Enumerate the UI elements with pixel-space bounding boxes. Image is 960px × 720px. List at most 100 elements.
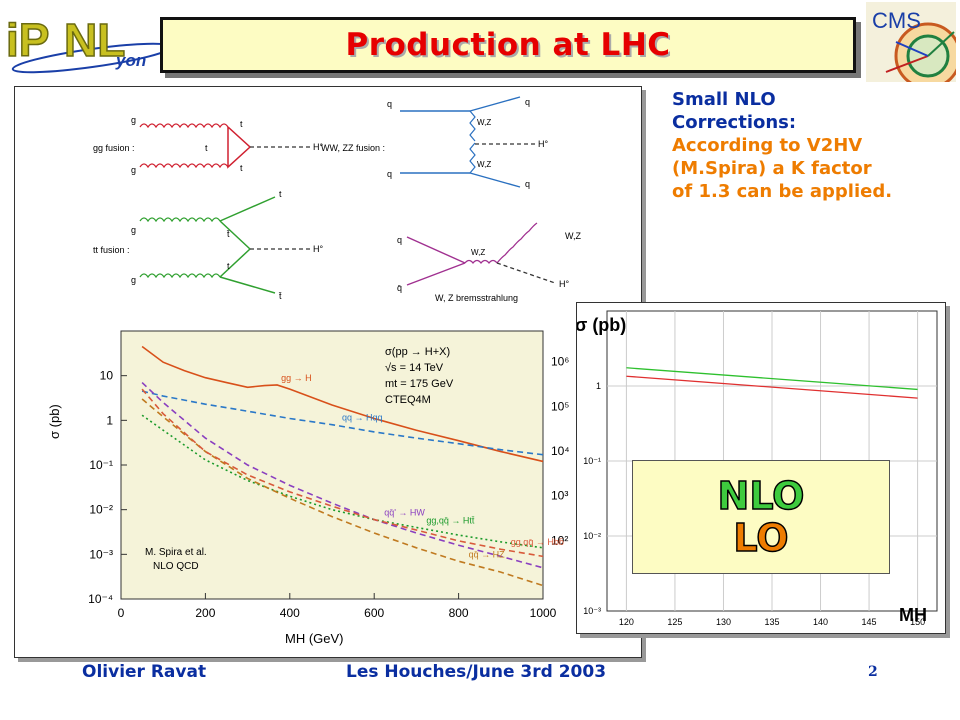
chart1-xlabel: MH (GeV): [285, 631, 344, 646]
series-line: [626, 367, 918, 391]
x-tick-label: 125: [667, 617, 682, 627]
nlo-correction-note: Small NLO Corrections: According to V2HV…: [672, 88, 942, 203]
nlo-lo-legend: NLO LO: [632, 460, 890, 574]
tt-t1: t: [279, 189, 282, 199]
ww-q3: q: [525, 97, 530, 107]
x-tick-label: 800: [449, 606, 469, 620]
series-line: [141, 345, 544, 463]
chart1-ann-author: M. Spira et al.: [145, 547, 207, 558]
gg-t3: t: [240, 163, 243, 173]
ww-q4: q: [525, 179, 530, 189]
y-tick-label: 10: [100, 369, 114, 383]
svg-text:yon: yon: [115, 51, 146, 70]
y2-tick-label: 10⁵: [551, 399, 569, 413]
gg-fusion-diagram: g g gg fusion : t t t H°: [93, 115, 323, 175]
chart2-title: σ (pb): [577, 315, 626, 335]
gg-label: gg fusion :: [93, 143, 135, 153]
y-tick-label: 10⁻⁴: [88, 592, 113, 606]
ww-h: H°: [538, 139, 548, 149]
br-label: W, Z bremsstrahlung: [435, 293, 518, 303]
note-line2: Corrections:: [672, 112, 797, 133]
cross-section-chart: 0 200 400 600 800 1000 10⁻⁴ 10⁻³ 10⁻² 10⁻¹ 1 10 10² 1…: [15, 313, 595, 657]
ww-wz1: W,Z: [477, 118, 491, 127]
tt-label: tt fusion :: [93, 245, 130, 255]
tt-fusion-diagram: g g tt fusion : t t̄ t t̄ H°: [93, 189, 323, 301]
note-line1: Small NLO: [672, 89, 776, 110]
series-line: [141, 388, 544, 558]
gg-h: H°: [313, 142, 323, 152]
note-body1: According to V2HV: [672, 135, 863, 156]
y-tick-label: 10⁻³: [89, 547, 113, 561]
br-h: H°: [559, 279, 569, 289]
gg-t2: t: [205, 143, 208, 153]
legend-nlo: NLO: [717, 474, 805, 518]
tt-tbar2: t̄: [278, 291, 282, 301]
title-box: Production at LHC: [160, 17, 856, 73]
tt-g1: g: [131, 225, 136, 235]
svg-text:NL: NL: [64, 14, 125, 66]
y2-tick-label: 10³: [551, 489, 568, 503]
series-label: gg,qq̄ → Hbb̄: [511, 537, 564, 547]
x-tick-label: 600: [364, 606, 384, 620]
br-q: q: [397, 235, 402, 245]
x-tick-label: 0: [118, 606, 125, 620]
footer-author: Olivier Ravat: [82, 662, 207, 682]
tt-t2: t: [227, 261, 230, 271]
br-wz2: W,Z: [565, 231, 581, 241]
series-line: [626, 375, 918, 399]
x-tick-label: 400: [280, 606, 300, 620]
x-tick-label: 140: [813, 617, 828, 627]
y-tick-label: 10⁻²: [583, 531, 601, 541]
note-body3: of 1.3 can be applied.: [672, 181, 893, 202]
series-line: [141, 382, 544, 569]
svg-text:CMS: CMS: [872, 8, 921, 33]
ww-label: WW, ZZ fusion :: [321, 143, 385, 153]
chart1-ann-energy: √s = 14 TeV: [385, 362, 444, 374]
x-tick-label: 145: [862, 617, 877, 627]
gg-g2: g: [131, 165, 136, 175]
y-tick-label: 10⁻³: [583, 606, 601, 616]
ww-wz2: W,Z: [477, 160, 491, 169]
chart1-ylabel: σ (pb): [47, 404, 62, 439]
series-label: qq → Hqq: [342, 413, 383, 423]
ww-q1: q: [387, 99, 392, 109]
series-line: [141, 414, 544, 549]
series-label: qq̄ → HZ: [469, 549, 506, 559]
ww-q2: q: [387, 169, 392, 179]
ww-fusion-diagram: q q q q WW, ZZ fusion : W,Z W,Z H°: [321, 96, 548, 189]
chart1-ann-mt: mt = 175 GeV: [385, 378, 454, 390]
svg-text:iP: iP: [6, 14, 49, 66]
footer-event: Les Houches/June 3rd 2003: [346, 662, 607, 682]
slide-title: Production at LHC: [345, 27, 671, 63]
gg-t1: t: [240, 119, 243, 129]
chart1-ann-pdf: CTEQ4M: [385, 394, 431, 406]
chart2-xlabel: MH: [899, 605, 927, 625]
y-tick-label: 1: [106, 413, 113, 427]
gg-g1: g: [131, 115, 136, 125]
tt-h: H°: [313, 244, 323, 254]
x-tick-label: 150: [910, 617, 925, 627]
bremsstrahlung-diagram: q q̄ W,Z W,Z H° W, Z bremsstrahlung: [397, 222, 581, 303]
series-label: gg → H: [281, 373, 312, 383]
y2-tick-label: 10⁶: [551, 355, 569, 369]
ipnl-logo: iP NL yon: [4, 8, 174, 78]
y2-tick-label: 10⁴: [551, 444, 570, 458]
x-tick-label: 200: [195, 606, 215, 620]
y-tick-label: 10⁻¹: [89, 458, 113, 472]
page-number: 2: [868, 664, 878, 680]
series-label: qq̄' → HW: [384, 508, 425, 518]
y2-tick-label: 10²: [551, 533, 568, 547]
cms-logo: CMS: [866, 2, 960, 90]
x-tick-label: 1000: [530, 606, 557, 620]
y-tick-label: 1: [596, 381, 601, 391]
br-wz1: W,Z: [471, 248, 485, 257]
y-tick-label: 10⁻²: [89, 503, 113, 517]
tt-g2: g: [131, 275, 136, 285]
y-tick-label: 10⁻¹: [583, 456, 601, 466]
chart1-ann-order: NLO QCD: [153, 561, 199, 572]
tt-tbar1: t̄: [226, 229, 230, 239]
x-tick-label: 135: [764, 617, 779, 627]
diagram-panel: g g gg fusion : t t t H° q q q q WW, ZZ …: [14, 86, 642, 658]
note-body2: (M.Spira) a K factor: [672, 158, 872, 179]
series-label: gg,qq̄ → Htt̄: [426, 515, 475, 525]
